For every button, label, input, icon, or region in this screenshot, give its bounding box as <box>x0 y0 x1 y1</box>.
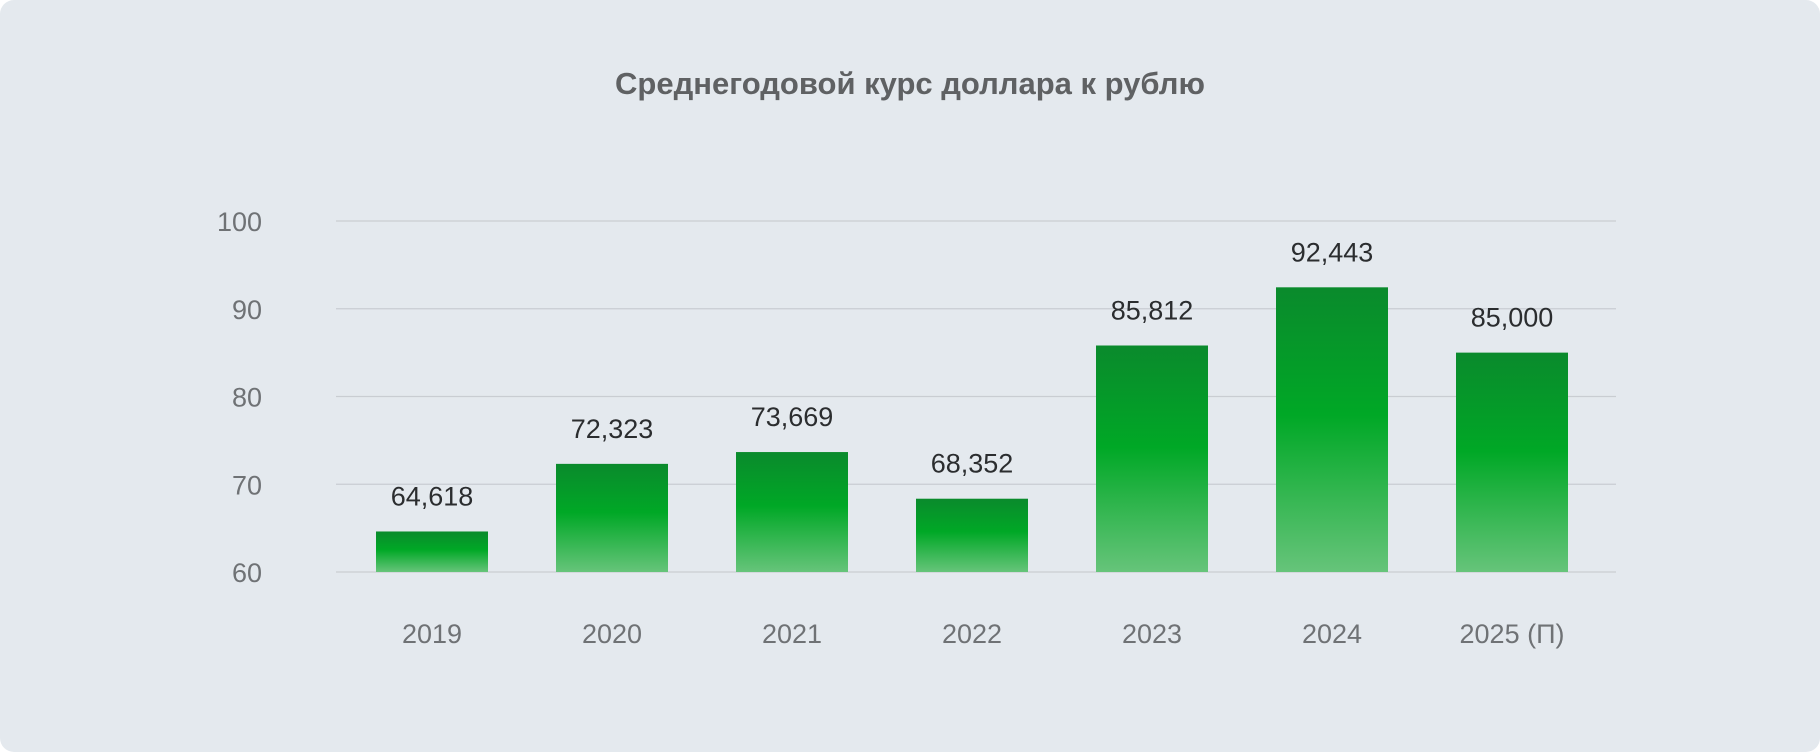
data-label-2025 (П): 85,000 <box>1471 303 1554 333</box>
data-label-2023: 85,812 <box>1111 295 1194 325</box>
x-tick-label: 2022 <box>942 619 1002 649</box>
data-label-2020: 72,323 <box>571 414 654 444</box>
x-tick-label: 2021 <box>762 619 822 649</box>
y-axis: 60 70 80 90 100 <box>217 207 262 588</box>
bar-2025 (П) <box>1456 352 1568 572</box>
y-tick-label: 100 <box>217 207 262 237</box>
bar-2020 <box>556 463 668 572</box>
data-label-2021: 73,669 <box>751 402 834 432</box>
bar-2023 <box>1096 345 1208 572</box>
x-tick-label: 2023 <box>1122 619 1182 649</box>
grid <box>336 220 1616 573</box>
bar-2021 <box>736 452 848 572</box>
bar-2022 <box>916 498 1028 572</box>
x-tick-label: 2020 <box>582 619 642 649</box>
x-tick-label: 2025 (П) <box>1460 619 1565 649</box>
bar-2019 <box>376 531 488 572</box>
x-tick-label: 2019 <box>402 619 462 649</box>
y-tick-label: 90 <box>232 295 262 325</box>
data-labels: 64,618 72,323 73,669 68,352 85,812 92,443 85,0… <box>391 237 1554 511</box>
data-label-2024: 92,443 <box>1291 237 1374 267</box>
bar-2024 <box>1276 287 1388 572</box>
y-tick-label: 60 <box>232 558 262 588</box>
x-axis: 2019 2020 2021 2022 2023 2024 2025 (П) <box>402 619 1565 649</box>
data-label-2019: 64,618 <box>391 481 474 511</box>
y-tick-label: 80 <box>232 383 262 413</box>
bars <box>376 287 1568 572</box>
data-label-2022: 68,352 <box>931 449 1014 479</box>
chart-title: Среднегодовой курс доллара к рублю <box>615 66 1205 101</box>
x-tick-label: 2024 <box>1302 619 1362 649</box>
y-tick-label: 70 <box>232 470 262 500</box>
